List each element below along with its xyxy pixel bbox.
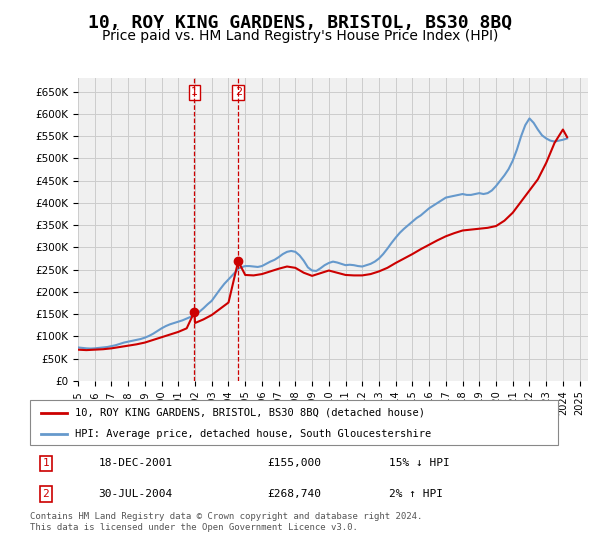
Text: 2: 2 — [235, 87, 242, 97]
FancyBboxPatch shape — [30, 400, 558, 445]
Text: 2% ↑ HPI: 2% ↑ HPI — [389, 489, 443, 499]
Text: Price paid vs. HM Land Registry's House Price Index (HPI): Price paid vs. HM Land Registry's House … — [102, 29, 498, 43]
Text: 10, ROY KING GARDENS, BRISTOL, BS30 8BQ (detached house): 10, ROY KING GARDENS, BRISTOL, BS30 8BQ … — [75, 408, 425, 418]
Text: 15% ↓ HPI: 15% ↓ HPI — [389, 459, 450, 468]
Text: 18-DEC-2001: 18-DEC-2001 — [98, 459, 173, 468]
Text: HPI: Average price, detached house, South Gloucestershire: HPI: Average price, detached house, Sout… — [75, 429, 431, 439]
Text: 30-JUL-2004: 30-JUL-2004 — [98, 489, 173, 499]
Text: Contains HM Land Registry data © Crown copyright and database right 2024.
This d: Contains HM Land Registry data © Crown c… — [30, 512, 422, 532]
Text: 1: 1 — [191, 87, 198, 97]
Text: 2: 2 — [43, 489, 49, 499]
Text: £268,740: £268,740 — [268, 489, 322, 499]
Text: £155,000: £155,000 — [268, 459, 322, 468]
Text: 1: 1 — [43, 459, 49, 468]
Text: 10, ROY KING GARDENS, BRISTOL, BS30 8BQ: 10, ROY KING GARDENS, BRISTOL, BS30 8BQ — [88, 14, 512, 32]
